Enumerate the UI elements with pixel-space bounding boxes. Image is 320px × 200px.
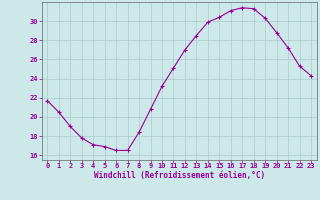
X-axis label: Windchill (Refroidissement éolien,°C): Windchill (Refroidissement éolien,°C) [94,171,265,180]
